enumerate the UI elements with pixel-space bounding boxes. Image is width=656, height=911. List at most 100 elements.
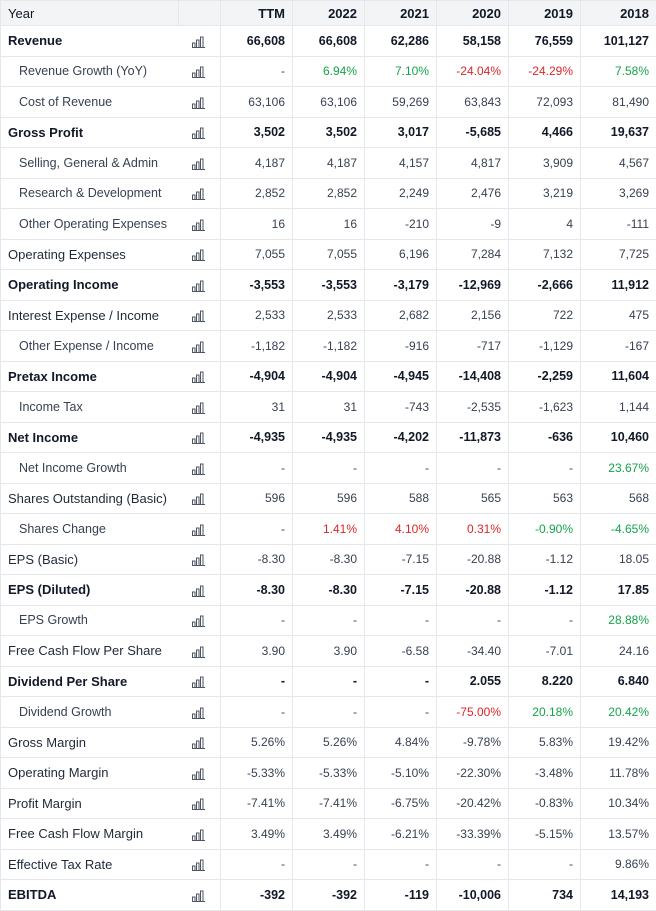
cell-value: -743 bbox=[365, 392, 437, 423]
row-chart-button[interactable] bbox=[179, 331, 221, 362]
bar-chart-icon bbox=[192, 278, 206, 292]
year-header[interactable]: 2022 bbox=[293, 1, 365, 26]
year-header[interactable]: 2020 bbox=[437, 1, 509, 26]
cell-value: -7.15 bbox=[365, 544, 437, 575]
row-chart-button[interactable] bbox=[179, 849, 221, 880]
cell-value: - bbox=[365, 666, 437, 697]
cell-value: 2,249 bbox=[365, 178, 437, 209]
row-chart-button[interactable] bbox=[179, 636, 221, 667]
cell-value: -34.40 bbox=[437, 636, 509, 667]
row-chart-button[interactable] bbox=[179, 117, 221, 148]
cell-value: 23.67% bbox=[581, 453, 656, 484]
bar-chart-icon bbox=[192, 430, 206, 444]
table-row: Shares Change-1.41%4.10%0.31%-0.90%-4.65… bbox=[1, 514, 656, 545]
row-label: Gross Profit bbox=[1, 117, 179, 148]
row-label: EPS (Basic) bbox=[1, 544, 179, 575]
cell-value: -4,935 bbox=[221, 422, 293, 453]
row-chart-button[interactable] bbox=[179, 453, 221, 484]
row-chart-button[interactable] bbox=[179, 727, 221, 758]
cell-value: -6.75% bbox=[365, 788, 437, 819]
cell-value: 2,476 bbox=[437, 178, 509, 209]
cell-value: -5,685 bbox=[437, 117, 509, 148]
year-column-header: Year bbox=[1, 1, 179, 26]
row-chart-button[interactable] bbox=[179, 575, 221, 606]
row-chart-button[interactable] bbox=[179, 666, 221, 697]
row-chart-button[interactable] bbox=[179, 361, 221, 392]
cell-value: 2,852 bbox=[293, 178, 365, 209]
row-chart-button[interactable] bbox=[179, 178, 221, 209]
cell-value: 4,187 bbox=[221, 148, 293, 179]
row-chart-button[interactable] bbox=[179, 300, 221, 331]
row-chart-button[interactable] bbox=[179, 819, 221, 850]
cell-value: 19.42% bbox=[581, 727, 656, 758]
row-chart-button[interactable] bbox=[179, 880, 221, 911]
row-label: EPS Growth bbox=[1, 605, 179, 636]
cell-value: -2,666 bbox=[509, 270, 581, 301]
table-row: Dividend Growth----75.00%20.18%20.42% bbox=[1, 697, 656, 728]
row-chart-button[interactable] bbox=[179, 87, 221, 118]
row-chart-button[interactable] bbox=[179, 209, 221, 240]
cell-value: -1.12 bbox=[509, 575, 581, 606]
row-chart-button[interactable] bbox=[179, 422, 221, 453]
cell-value: -5.15% bbox=[509, 819, 581, 850]
cell-value: -3,553 bbox=[221, 270, 293, 301]
cell-value: -8.30 bbox=[293, 575, 365, 606]
year-header[interactable]: 2019 bbox=[509, 1, 581, 26]
row-chart-button[interactable] bbox=[179, 270, 221, 301]
table-row: Net Income Growth-----23.67% bbox=[1, 453, 656, 484]
row-chart-button[interactable] bbox=[179, 148, 221, 179]
row-label: Dividend Per Share bbox=[1, 666, 179, 697]
cell-value: -3,179 bbox=[365, 270, 437, 301]
cell-value: -1.12 bbox=[509, 544, 581, 575]
row-label: Effective Tax Rate bbox=[1, 849, 179, 880]
row-chart-button[interactable] bbox=[179, 788, 221, 819]
cell-value: -1,129 bbox=[509, 331, 581, 362]
bar-chart-icon bbox=[192, 247, 206, 261]
bar-chart-icon bbox=[192, 766, 206, 780]
cell-value: 722 bbox=[509, 300, 581, 331]
cell-value: -0.83% bbox=[509, 788, 581, 819]
row-label: Other Expense / Income bbox=[1, 331, 179, 362]
cell-value: 3,017 bbox=[365, 117, 437, 148]
year-header[interactable]: 2021 bbox=[365, 1, 437, 26]
cell-value: 7.10% bbox=[365, 56, 437, 87]
row-chart-button[interactable] bbox=[179, 26, 221, 57]
row-label: Free Cash Flow Per Share bbox=[1, 636, 179, 667]
row-chart-button[interactable] bbox=[179, 239, 221, 270]
cell-value: 7,055 bbox=[221, 239, 293, 270]
row-chart-button[interactable] bbox=[179, 605, 221, 636]
cell-value: 63,106 bbox=[221, 87, 293, 118]
row-chart-button[interactable] bbox=[179, 544, 221, 575]
cell-value: 11,604 bbox=[581, 361, 656, 392]
cell-value: -111 bbox=[581, 209, 656, 240]
cell-value: 16 bbox=[221, 209, 293, 240]
cell-value: 4,187 bbox=[293, 148, 365, 179]
cell-value: 4.10% bbox=[365, 514, 437, 545]
row-chart-button[interactable] bbox=[179, 697, 221, 728]
cell-value: 3,502 bbox=[221, 117, 293, 148]
cell-value: 7.58% bbox=[581, 56, 656, 87]
bar-chart-icon bbox=[192, 125, 206, 139]
year-header[interactable]: TTM bbox=[221, 1, 293, 26]
year-header[interactable]: 2018 bbox=[581, 1, 656, 26]
cell-value: -2,535 bbox=[437, 392, 509, 423]
cell-value: -636 bbox=[509, 422, 581, 453]
row-chart-button[interactable] bbox=[179, 392, 221, 423]
row-label: Dividend Growth bbox=[1, 697, 179, 728]
cell-value: 59,269 bbox=[365, 87, 437, 118]
row-chart-button[interactable] bbox=[179, 56, 221, 87]
row-chart-button[interactable] bbox=[179, 514, 221, 545]
row-label: Income Tax bbox=[1, 392, 179, 423]
row-chart-button[interactable] bbox=[179, 758, 221, 789]
row-chart-button[interactable] bbox=[179, 483, 221, 514]
bar-chart-icon bbox=[192, 796, 206, 810]
row-label: Revenue Growth (YoY) bbox=[1, 56, 179, 87]
cell-value: -4.65% bbox=[581, 514, 656, 545]
cell-value: 2,852 bbox=[221, 178, 293, 209]
cell-value: - bbox=[293, 666, 365, 697]
